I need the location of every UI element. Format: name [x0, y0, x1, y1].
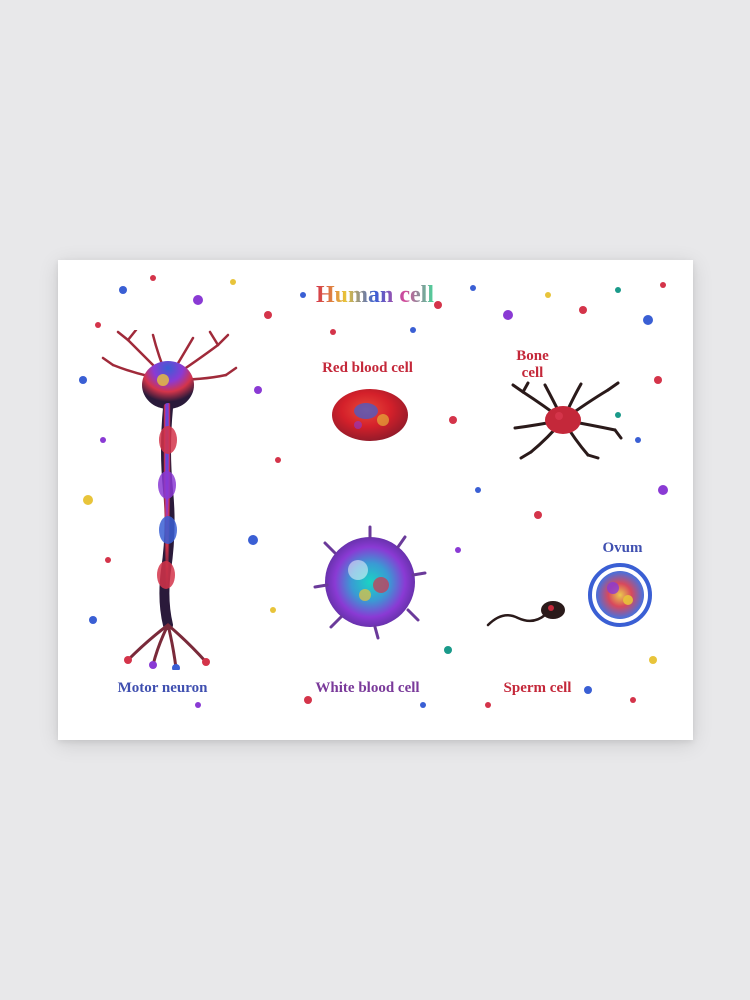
scatter-dot: [195, 702, 201, 708]
scatter-dot: [660, 282, 666, 288]
scatter-dot: [79, 376, 87, 384]
infographic-title: Human cell: [316, 282, 434, 309]
scatter-dot: [485, 702, 491, 708]
scatter-dot: [449, 416, 457, 424]
motor-neuron-art: [98, 330, 238, 670]
scatter-dot: [470, 285, 476, 291]
sperm-cell-label: Sperm cell: [493, 680, 583, 697]
scatter-dot: [304, 696, 312, 704]
scatter-dot: [579, 306, 587, 314]
white-blood-cell-label: White blood cell: [303, 680, 433, 697]
red-blood-cell-art: [328, 385, 413, 445]
scatter-dot: [584, 686, 592, 694]
scatter-dot: [89, 616, 97, 624]
scatter-dot: [420, 702, 426, 708]
scatter-dot: [300, 292, 306, 298]
scatter-dot: [545, 292, 551, 298]
scatter-dot: [534, 511, 542, 519]
scatter-dot: [330, 329, 336, 335]
scatter-dot: [630, 697, 636, 703]
poster-canvas: Human cell: [58, 260, 693, 740]
scatter-dot: [254, 386, 262, 394]
red-blood-cell-label: Red blood cell: [308, 360, 428, 377]
scatter-dot: [270, 607, 276, 613]
sperm-cell-art: [483, 580, 573, 640]
bone-cell-label: Bone cell: [503, 348, 563, 381]
scatter-dot: [230, 279, 236, 285]
white-blood-cell-art: [313, 525, 428, 640]
scatter-dot: [193, 295, 203, 305]
ovum-label: Ovum: [593, 540, 653, 557]
scatter-dot: [455, 547, 461, 553]
scatter-dot: [434, 301, 442, 309]
scatter-dot: [150, 275, 156, 281]
scatter-dot: [248, 535, 258, 545]
scatter-dot: [83, 495, 93, 505]
scatter-dot: [643, 315, 653, 325]
motor-neuron-label: Motor neuron: [113, 680, 213, 697]
scatter-dot: [658, 485, 668, 495]
scatter-dot: [410, 327, 416, 333]
scatter-dot: [264, 311, 272, 319]
scatter-dot: [444, 646, 452, 654]
scatter-dot: [635, 437, 641, 443]
scatter-dot: [95, 322, 101, 328]
scatter-dot: [275, 457, 281, 463]
scatter-dot: [503, 310, 513, 320]
ovum-art: [583, 560, 658, 630]
bone-cell-art: [503, 380, 623, 460]
scatter-dot: [649, 656, 657, 664]
scatter-dot: [119, 286, 127, 294]
scatter-dot: [615, 287, 621, 293]
scatter-dot: [475, 487, 481, 493]
scatter-dot: [654, 376, 662, 384]
